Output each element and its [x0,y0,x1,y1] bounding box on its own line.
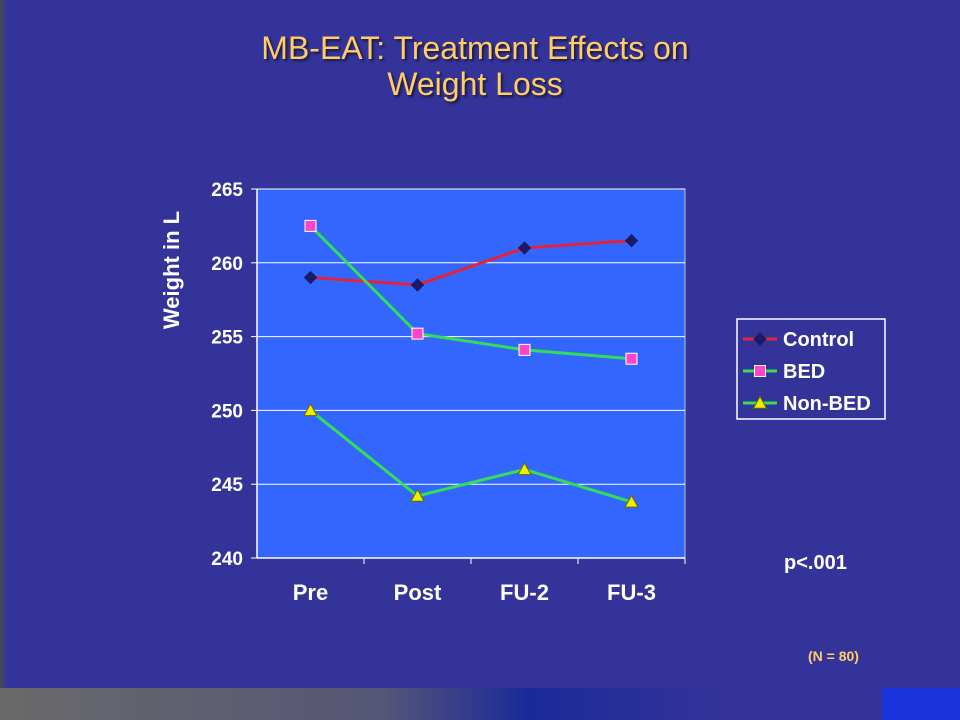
x-tick-labels: Pre Post FU-2 FU-3 [293,580,656,605]
legend-marker-non-bed [752,395,768,409]
slide-title: MB-EAT: Treatment Effects on Weight Loss [175,30,775,102]
legend-label-non-bed: Non-BED [783,393,871,415]
x-tick-label: FU-2 [500,580,549,605]
legend-marker-bed [754,365,766,377]
data-point-bed [518,343,531,356]
legend-marker-control [753,332,767,346]
legend-label-bed: BED [783,361,825,383]
data-point-non-bed [517,461,532,476]
data-point-non-bed [410,488,425,502]
data-point-non-bed [624,494,639,508]
title-line-2: Weight Loss [387,66,563,102]
data-point-bed [411,327,424,340]
sample-size-note: (N = 80) [808,648,859,664]
corner-box [882,688,960,720]
data-point-control [517,241,532,255]
axes [256,189,686,564]
series-line-non-bed [309,409,632,504]
x-tick-label: Post [394,580,442,605]
y-tick-label: 240 [211,549,243,570]
data-point-control [624,233,639,248]
y-tick-labels: 240 245 250 255 260 265 [211,180,243,570]
data-point-control [303,270,318,285]
series-markers [303,219,639,508]
plot-area [256,188,686,559]
x-tick-label: FU-3 [607,580,656,605]
data-point-bed [625,352,638,365]
data-point-bed [304,219,317,232]
y-tick-label: 260 [211,254,243,275]
footer-block [800,688,880,704]
y-tick-label: 250 [211,401,243,422]
series-lines [309,224,632,504]
legend: Control BED Non-BED [736,318,886,420]
x-tick-label: Pre [293,580,328,605]
legend-label-control: Control [783,329,854,351]
title-line-1: MB-EAT: Treatment Effects on [261,30,689,66]
data-point-non-bed [303,402,318,417]
y-tick-label: 245 [211,475,243,496]
y-tick-label: 255 [211,328,243,349]
y-tick-label: 265 [211,180,243,201]
p-value-label: p<.001 [784,552,847,574]
data-point-control [410,278,425,292]
gridlines [251,188,685,559]
series-line-bed [309,224,632,361]
left-edge-bar [0,0,5,690]
